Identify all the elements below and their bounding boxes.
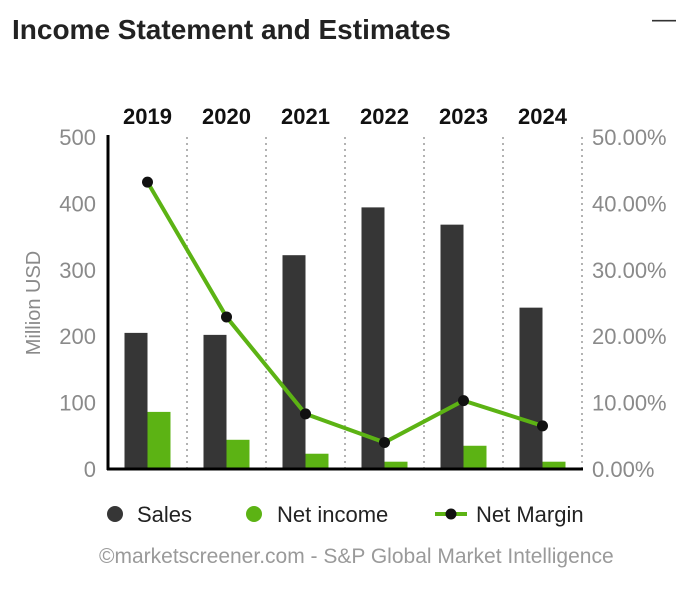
legend-label-sales: Sales (137, 502, 192, 527)
legend-label-net-margin: Net Margin (476, 502, 584, 527)
point-net-margin-2019 (142, 176, 153, 188)
category-label-2020: 2020 (202, 104, 251, 129)
y-tick-left-100: 100 (59, 391, 96, 416)
category-label-2022: 2022 (360, 104, 409, 129)
y-tick-left-300: 300 (59, 258, 96, 283)
bar-net-income-2020 (226, 439, 250, 469)
legend-marker-sales (107, 506, 123, 522)
y-tick-left-400: 400 (59, 191, 96, 216)
y-tick-right-5: 50.00% (592, 125, 667, 150)
bar-net-income-2021 (305, 453, 329, 469)
point-net-margin-2024 (537, 420, 548, 432)
bar-sales-2019 (124, 332, 148, 469)
bar-sales-2020 (203, 334, 227, 469)
y-tick-left-200: 200 (59, 324, 96, 349)
y-tick-left-0: 0 (84, 457, 96, 482)
category-label-2024: 2024 (518, 104, 568, 129)
y-tick-right-4: 40.00% (592, 191, 667, 216)
bar-net-income-2022 (384, 461, 408, 469)
chart-title: Income Statement and Estimates (12, 14, 451, 45)
category-label-2019: 2019 (123, 104, 172, 129)
legend-marker-net-margin (445, 508, 457, 520)
point-net-margin-2023 (458, 395, 469, 407)
bar-net-income-2023 (463, 445, 487, 469)
line-net-margin (145, 181, 544, 445)
legend-marker-net-income (246, 506, 262, 522)
y-axis-title: Million USD (23, 251, 45, 355)
legend-label-net-income: Net income (277, 502, 388, 527)
category-label-2021: 2021 (281, 104, 330, 129)
bar-sales-2022 (361, 207, 385, 469)
y-tick-left-500: 500 (59, 125, 96, 150)
chart-legend: Sales Net income Net Margin (107, 502, 584, 527)
bar-net-income-2019 (147, 411, 171, 469)
bar-sales-2023 (440, 224, 464, 469)
net-margin-series (142, 176, 548, 448)
axes: 2019 2020 2021 2022 2023 2024 0 100 200 300 400 500… (23, 104, 667, 482)
bar-net-income-2024 (542, 461, 566, 469)
point-net-margin-2021 (300, 408, 311, 420)
bar-sales-2021 (282, 255, 306, 469)
y-tick-right-1: 10.00% (592, 391, 667, 416)
y-tick-right-2: 20.00% (592, 324, 667, 349)
y-tick-right-3: 30.00% (592, 258, 667, 283)
bar-series (124, 207, 566, 469)
source-credit: ©marketscreener.com - S&P Global Market … (99, 545, 614, 568)
bar-sales-2024 (519, 307, 543, 469)
point-net-margin-2020 (221, 311, 232, 323)
y-tick-right-0: 0.00% (592, 457, 654, 482)
category-label-2023: 2023 (439, 104, 488, 129)
minimize-icon[interactable]: — (652, 6, 676, 33)
point-net-margin-2022 (379, 436, 390, 448)
